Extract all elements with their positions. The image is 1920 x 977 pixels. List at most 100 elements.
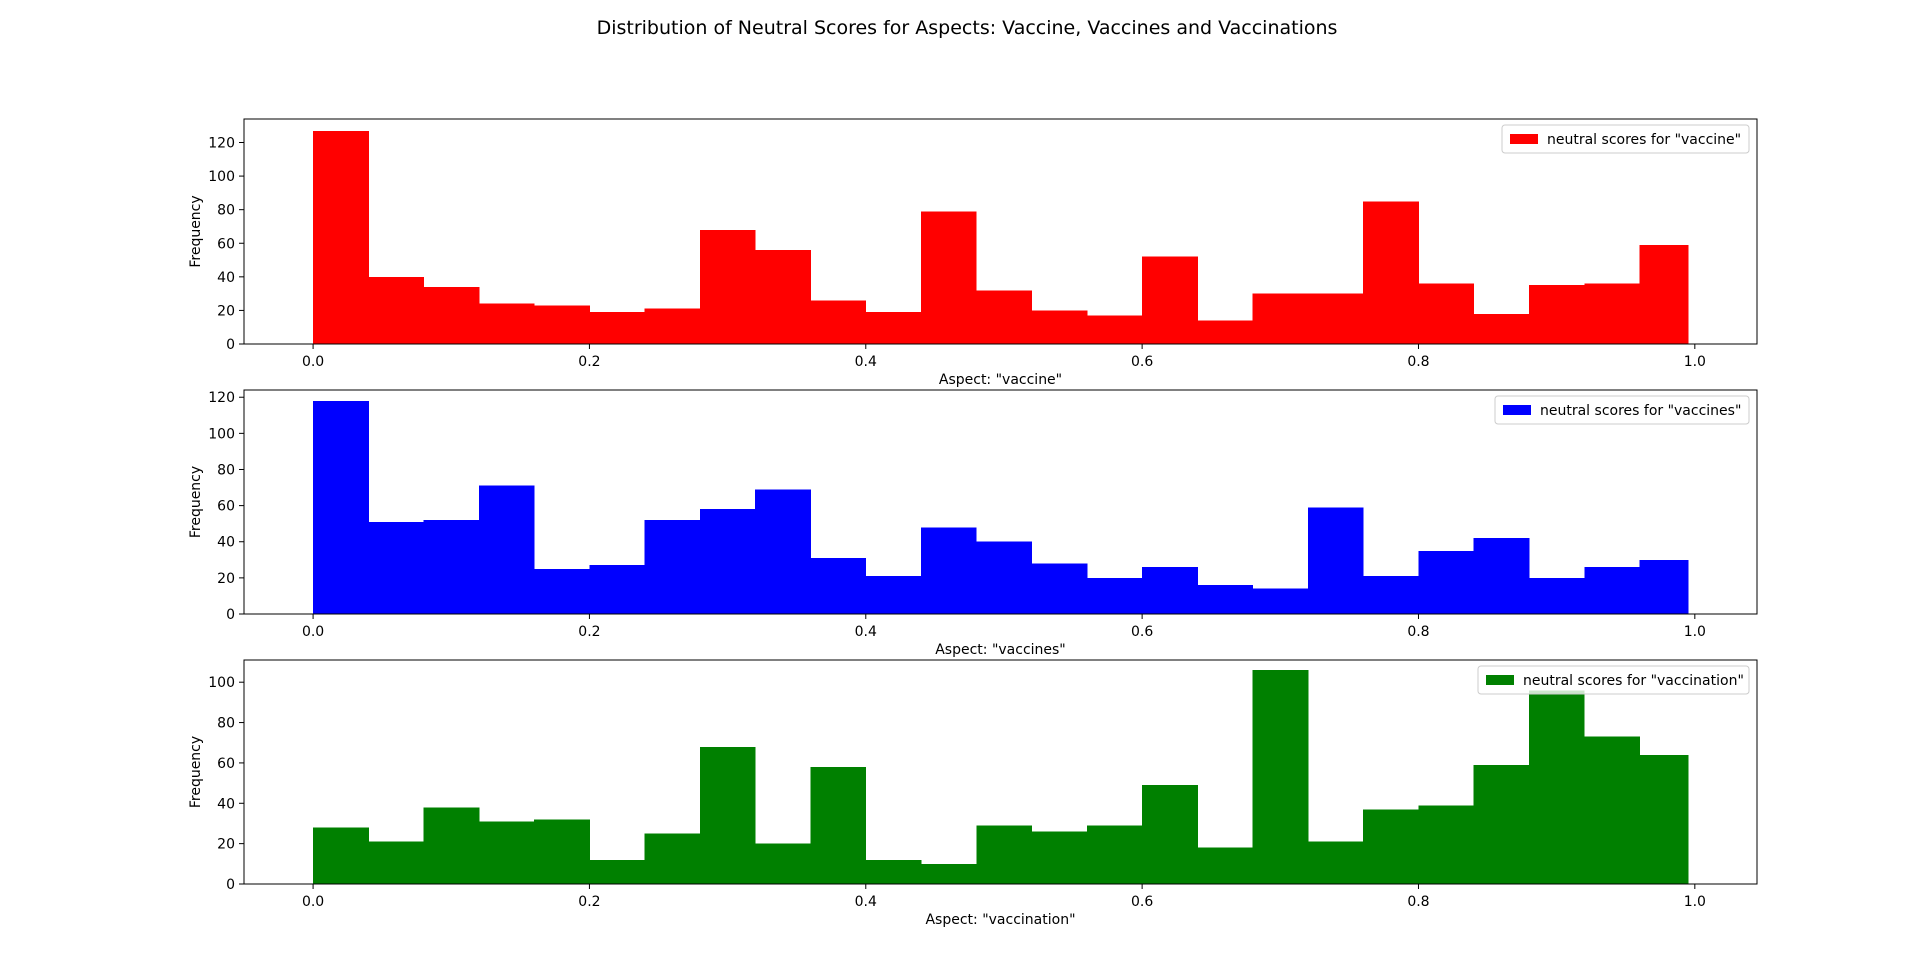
- histogram-bar: [976, 541, 1032, 614]
- histogram-bar: [589, 859, 646, 884]
- histogram-bar: [1473, 313, 1530, 344]
- x-axis-label: Aspect: "vaccines": [935, 642, 1066, 658]
- histogram-bar: [368, 521, 425, 614]
- histogram-bar: [589, 312, 646, 344]
- histogram-bar: [699, 229, 756, 344]
- histogram-bar: [865, 576, 922, 614]
- x-tick-label: 0.8: [1407, 894, 1429, 910]
- histogram-bar: [1473, 764, 1530, 884]
- histogram-bar: [1418, 283, 1475, 344]
- y-axis-label: Frequency: [188, 195, 204, 267]
- x-tick-label: 0.6: [1131, 624, 1153, 640]
- histogram-bar: [1086, 577, 1143, 614]
- x-tick-label: 0.6: [1131, 894, 1153, 910]
- histogram-bar: [1252, 670, 1309, 884]
- histogram-bar: [1252, 588, 1309, 614]
- x-tick-label: 0.0: [302, 894, 324, 910]
- histogram-bar: [1086, 825, 1143, 884]
- histogram-bar: [865, 859, 922, 884]
- histogram-bar: [313, 827, 369, 884]
- histogram-bar: [921, 211, 977, 344]
- histogram-bar: [1142, 256, 1198, 344]
- histogram-bar: [313, 130, 369, 344]
- subplot-1: 0.0 0.2 0.4 0.6 0.8 1.0 0 20 40 60 80 100 120 Aspect:…: [188, 118, 1758, 388]
- legend: neutral scores for "vaccines": [1494, 395, 1750, 425]
- histogram-bar: [1363, 809, 1419, 884]
- legend-frame: [1501, 124, 1750, 154]
- histogram-bar: [699, 509, 756, 614]
- figure-suptitle: Distribution of Neutral Scores for Aspec…: [597, 17, 1338, 39]
- histogram-bar: [921, 527, 977, 614]
- legend-label: neutral scores for "vaccination": [1523, 673, 1744, 689]
- histogram-bar: [1529, 577, 1585, 614]
- histogram-bar: [1584, 736, 1640, 884]
- y-tick-label: 100: [208, 675, 235, 691]
- histogram-bar: [865, 312, 922, 344]
- x-tick-label: 0.8: [1407, 624, 1429, 640]
- x-axis-label: Aspect: "vaccine": [939, 372, 1062, 388]
- y-tick-label: 20: [217, 571, 235, 587]
- histogram-bar: [589, 565, 646, 614]
- x-tick-label: 1.0: [1684, 624, 1706, 640]
- histogram-bar: [976, 825, 1032, 884]
- legend-swatch: [1510, 134, 1538, 144]
- legend-swatch: [1486, 675, 1514, 685]
- histogram-bar: [1363, 576, 1419, 614]
- histogram-bar: [1639, 559, 1689, 614]
- histogram-bar: [1584, 283, 1640, 344]
- x-tick-label: 0.8: [1407, 354, 1429, 370]
- histogram-bar: [368, 841, 425, 884]
- histogram-bar: [1197, 585, 1254, 614]
- histogram-bar: [1307, 841, 1364, 884]
- histogram-bar: [1418, 805, 1475, 884]
- y-tick-label: 40: [217, 535, 235, 551]
- histogram-bar: [1639, 244, 1689, 344]
- axes-frame: [243, 389, 1758, 615]
- histogram-bar: [478, 821, 535, 884]
- subplot-2: 0.0 0.2 0.4 0.6 0.8 1.0 0 20 40 60 80 100 120 Aspect:…: [188, 389, 1758, 658]
- y-tick-label: 60: [217, 236, 235, 252]
- histogram-bar: [1031, 563, 1088, 614]
- y-tick-label: 20: [217, 303, 235, 319]
- x-tick-label: 0.4: [855, 354, 877, 370]
- y-tick-label: 60: [217, 499, 235, 515]
- y-tick-label: 80: [217, 716, 235, 732]
- histogram-bar: [368, 276, 425, 344]
- histogram-bar: [1197, 320, 1254, 344]
- histogram-bar: [1307, 293, 1364, 344]
- x-axis-label: Aspect: "vaccination": [925, 912, 1075, 928]
- histogram-bar: [1363, 201, 1419, 344]
- histogram-bar: [423, 807, 480, 884]
- histogram-bar: [1031, 310, 1088, 344]
- histogram-bar: [1252, 293, 1309, 344]
- histogram-bar: [755, 489, 811, 614]
- histogram-bar: [1086, 315, 1143, 344]
- x-tick-label: 1.0: [1684, 354, 1706, 370]
- axes-frame: [243, 659, 1758, 885]
- x-tick-label: 0.0: [302, 624, 324, 640]
- histogram-bar: [423, 286, 480, 344]
- y-tick-label: 120: [208, 390, 235, 406]
- histogram-bar: [1197, 847, 1254, 884]
- histogram-bar: [534, 305, 590, 344]
- x-tick-label: 0.4: [855, 624, 877, 640]
- histogram-bar: [1418, 550, 1475, 614]
- x-tick-label: 0.4: [855, 894, 877, 910]
- histogram-bar: [921, 863, 977, 884]
- histogram-bar: [1639, 754, 1689, 884]
- y-tick-label: 60: [217, 756, 235, 772]
- histogram-bar: [534, 819, 590, 884]
- histogram-bar: [976, 290, 1032, 344]
- y-tick-label: 0: [226, 607, 235, 623]
- histogram-bar: [478, 485, 535, 614]
- y-tick-label: 120: [208, 136, 235, 152]
- histogram-bar: [1307, 507, 1364, 614]
- x-tick-label: 0.2: [578, 624, 600, 640]
- y-tick-label: 80: [217, 462, 235, 478]
- histogram-bar: [644, 833, 701, 884]
- histogram-bar: [644, 308, 701, 344]
- histogram-bar: [1584, 567, 1640, 614]
- legend: neutral scores for "vaccine": [1501, 124, 1750, 154]
- y-tick-label: 100: [208, 169, 235, 185]
